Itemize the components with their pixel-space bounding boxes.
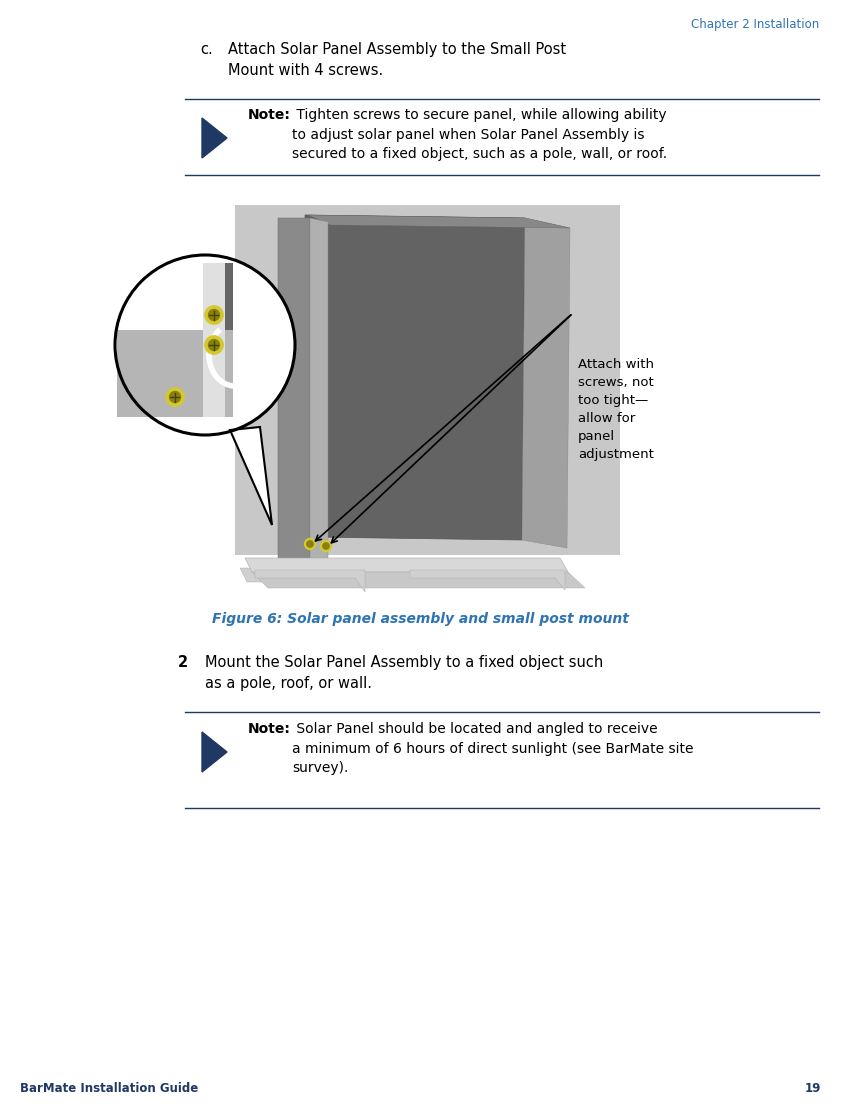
Circle shape (323, 543, 329, 549)
Polygon shape (278, 218, 310, 560)
Polygon shape (245, 558, 568, 572)
Polygon shape (522, 218, 570, 548)
Text: Chapter 2 Installation: Chapter 2 Installation (690, 18, 819, 31)
Polygon shape (308, 215, 570, 228)
Circle shape (307, 541, 313, 547)
Text: Solar Panel should be located and angled to receive
a minimum of 6 hours of dire: Solar Panel should be located and angled… (292, 722, 694, 775)
Polygon shape (252, 572, 585, 588)
Circle shape (115, 255, 295, 435)
Circle shape (170, 391, 181, 402)
Text: Figure 6: Solar panel assembly and small post mount: Figure 6: Solar panel assembly and small… (212, 612, 629, 626)
Polygon shape (203, 263, 225, 417)
Polygon shape (117, 330, 233, 417)
Text: Attach Solar Panel Assembly to the Small Post
Mount with 4 screws.: Attach Solar Panel Assembly to the Small… (228, 42, 566, 78)
Text: Attach with
screws, not
too tight—
allow for
panel
adjustment: Attach with screws, not too tight— allow… (578, 358, 654, 461)
Text: BarMate Installation Guide: BarMate Installation Guide (20, 1082, 198, 1095)
Text: Mount the Solar Panel Assembly to a fixed object such
as a pole, roof, or wall.: Mount the Solar Panel Assembly to a fixe… (205, 655, 603, 691)
Polygon shape (410, 570, 565, 590)
Polygon shape (202, 119, 227, 158)
Polygon shape (230, 427, 272, 525)
Text: Tighten screws to secure panel, while allowing ability
to adjust solar panel whe: Tighten screws to secure panel, while al… (292, 108, 667, 161)
Circle shape (304, 539, 315, 550)
Circle shape (320, 540, 331, 551)
Circle shape (205, 306, 223, 324)
Polygon shape (240, 568, 563, 582)
Circle shape (166, 388, 184, 406)
Polygon shape (202, 732, 227, 773)
Circle shape (209, 310, 220, 321)
Text: c.: c. (200, 42, 213, 57)
Polygon shape (255, 570, 365, 593)
Text: Note:: Note: (248, 722, 291, 736)
Circle shape (205, 335, 223, 354)
Text: Note:: Note: (248, 108, 291, 122)
Polygon shape (203, 263, 233, 417)
Polygon shape (305, 215, 525, 540)
Polygon shape (235, 205, 620, 555)
Text: 2: 2 (178, 655, 188, 670)
Polygon shape (310, 218, 328, 562)
Text: 19: 19 (805, 1082, 821, 1095)
Circle shape (209, 340, 220, 351)
